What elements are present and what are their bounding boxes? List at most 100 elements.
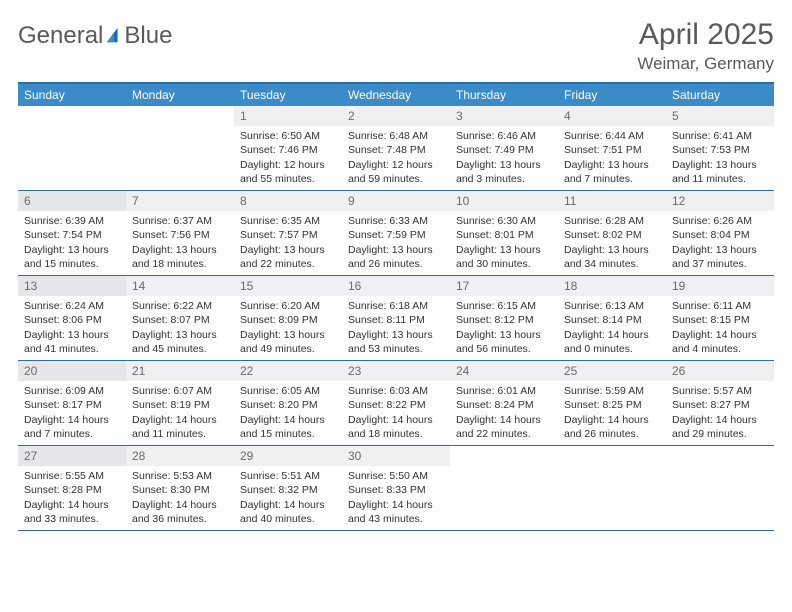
day-number: 29 [234, 446, 342, 466]
calendar-cell: 12Sunrise: 6:26 AMSunset: 8:04 PMDayligh… [666, 191, 774, 275]
cell-body: Sunrise: 6:26 AMSunset: 8:04 PMDaylight:… [666, 211, 774, 275]
day-header-fri: Friday [558, 84, 666, 106]
cell-body: Sunrise: 5:59 AMSunset: 8:25 PMDaylight:… [558, 381, 666, 445]
daylight-line: Daylight: 13 hours and 11 minutes. [672, 158, 768, 186]
cell-body: Sunrise: 6:48 AMSunset: 7:48 PMDaylight:… [342, 126, 450, 190]
day-number: 24 [450, 361, 558, 381]
cell-body: Sunrise: 6:22 AMSunset: 8:07 PMDaylight:… [126, 296, 234, 360]
cell-body: Sunrise: 5:51 AMSunset: 8:32 PMDaylight:… [234, 466, 342, 530]
day-number: 28 [126, 446, 234, 466]
cell-body: Sunrise: 6:13 AMSunset: 8:14 PMDaylight:… [558, 296, 666, 360]
daylight-line: Daylight: 14 hours and 26 minutes. [564, 413, 660, 441]
day-header-sun: Sunday [18, 84, 126, 106]
sunrise-line: Sunrise: 6:24 AM [24, 299, 120, 313]
day-number: 25 [558, 361, 666, 381]
calendar-cell [666, 446, 774, 530]
calendar-cell: 17Sunrise: 6:15 AMSunset: 8:12 PMDayligh… [450, 276, 558, 360]
day-number: 4 [558, 106, 666, 126]
calendar-cell [126, 106, 234, 190]
cell-body: Sunrise: 6:28 AMSunset: 8:02 PMDaylight:… [558, 211, 666, 275]
sunset-line: Sunset: 8:20 PM [240, 398, 336, 412]
sunrise-line: Sunrise: 6:01 AM [456, 384, 552, 398]
sunrise-line: Sunrise: 6:03 AM [348, 384, 444, 398]
sunrise-line: Sunrise: 6:50 AM [240, 129, 336, 143]
calendar-cell: 8Sunrise: 6:35 AMSunset: 7:57 PMDaylight… [234, 191, 342, 275]
daylight-line: Daylight: 14 hours and 0 minutes. [564, 328, 660, 356]
sunrise-line: Sunrise: 5:57 AM [672, 384, 768, 398]
daylight-line: Daylight: 14 hours and 18 minutes. [348, 413, 444, 441]
day-number: 9 [342, 191, 450, 211]
daylight-line: Daylight: 13 hours and 45 minutes. [132, 328, 228, 356]
day-number: 17 [450, 276, 558, 296]
calendar-cell: 26 Sunrise: 5:57 AMSunset: 8:27 PMDayligh… [666, 361, 774, 445]
daylight-line: Daylight: 12 hours and 55 minutes. [240, 158, 336, 186]
day-header-mon: Monday [126, 84, 234, 106]
calendar-cell [558, 446, 666, 530]
sunset-line: Sunset: 8:14 PM [564, 313, 660, 327]
sunset-line: Sunset: 8:27 PM [672, 398, 768, 412]
sunrise-line: Sunrise: 6:05 AM [240, 384, 336, 398]
day-number: 16 [342, 276, 450, 296]
calendar-cell: 1Sunrise: 6:50 AMSunset: 7:46 PMDaylight… [234, 106, 342, 190]
sunrise-line: Sunrise: 5:55 AM [24, 469, 120, 483]
sunrise-line: Sunrise: 6:35 AM [240, 214, 336, 228]
sunset-line: Sunset: 8:11 PM [348, 313, 444, 327]
daylight-line: Daylight: 14 hours and 29 minutes. [672, 413, 768, 441]
daylight-line: Daylight: 12 hours and 59 minutes. [348, 158, 444, 186]
day-header-sat: Saturday [666, 84, 774, 106]
calendar-cell: 15Sunrise: 6:20 AMSunset: 8:09 PMDayligh… [234, 276, 342, 360]
sunrise-line: Sunrise: 6:11 AM [672, 299, 768, 313]
sunset-line: Sunset: 8:07 PM [132, 313, 228, 327]
day-number: 10 [450, 191, 558, 211]
sunset-line: Sunset: 8:09 PM [240, 313, 336, 327]
daylight-line: Daylight: 13 hours and 49 minutes. [240, 328, 336, 356]
day-number: 26 [666, 361, 774, 381]
calendar-cell: 25Sunrise: 5:59 AMSunset: 8:25 PMDayligh… [558, 361, 666, 445]
day-number: 11 [558, 191, 666, 211]
daylight-line: Daylight: 13 hours and 22 minutes. [240, 243, 336, 271]
cell-body: Sunrise: 6:07 AMSunset: 8:19 PMDaylight:… [126, 381, 234, 445]
title-block: April 2025 Weimar, Germany [637, 18, 774, 74]
sunset-line: Sunset: 8:02 PM [564, 228, 660, 242]
daylight-line: Daylight: 14 hours and 22 minutes. [456, 413, 552, 441]
sunrise-line: Sunrise: 6:13 AM [564, 299, 660, 313]
calendar: Sunday Monday Tuesday Wednesday Thursday… [18, 82, 774, 531]
calendar-cell: 18Sunrise: 6:13 AMSunset: 8:14 PMDayligh… [558, 276, 666, 360]
calendar-cell: 30Sunrise: 5:50 AMSunset: 8:33 PMDayligh… [342, 446, 450, 530]
calendar-cell: 23Sunrise: 6:03 AMSunset: 8:22 PMDayligh… [342, 361, 450, 445]
daylight-line: Daylight: 14 hours and 11 minutes. [132, 413, 228, 441]
day-number: 21 [126, 361, 234, 381]
daylight-line: Daylight: 13 hours and 15 minutes. [24, 243, 120, 271]
sunrise-line: Sunrise: 6:18 AM [348, 299, 444, 313]
day-number: 23 [342, 361, 450, 381]
cell-body: Sunrise: 5:50 AMSunset: 8:33 PMDaylight:… [342, 466, 450, 530]
day-number: 18 [558, 276, 666, 296]
sunrise-line: Sunrise: 6:48 AM [348, 129, 444, 143]
cell-body: Sunrise: 6:46 AMSunset: 7:49 PMDaylight:… [450, 126, 558, 190]
day-header-wed: Wednesday [342, 84, 450, 106]
calendar-cell: 9Sunrise: 6:33 AMSunset: 7:59 PMDaylight… [342, 191, 450, 275]
calendar-cell: 16Sunrise: 6:18 AMSunset: 8:11 PMDayligh… [342, 276, 450, 360]
sunset-line: Sunset: 8:12 PM [456, 313, 552, 327]
sunset-line: Sunset: 7:56 PM [132, 228, 228, 242]
sunset-line: Sunset: 7:49 PM [456, 143, 552, 157]
weeks-container: 1Sunrise: 6:50 AMSunset: 7:46 PMDaylight… [18, 106, 774, 531]
week-row: 1Sunrise: 6:50 AMSunset: 7:46 PMDaylight… [18, 106, 774, 191]
daylight-line: Daylight: 13 hours and 18 minutes. [132, 243, 228, 271]
sunrise-line: Sunrise: 6:44 AM [564, 129, 660, 143]
calendar-cell: 11Sunrise: 6:28 AMSunset: 8:02 PMDayligh… [558, 191, 666, 275]
cell-body: Sunrise: 6:01 AMSunset: 8:24 PMDaylight:… [450, 381, 558, 445]
week-row: 20Sunrise: 6:09 AMSunset: 8:17 PMDayligh… [18, 361, 774, 446]
daylight-line: Daylight: 14 hours and 43 minutes. [348, 498, 444, 526]
day-number: 19 [666, 276, 774, 296]
day-number: 6 [18, 191, 126, 211]
sunrise-line: Sunrise: 5:51 AM [240, 469, 336, 483]
day-number: 20 [18, 361, 126, 381]
cell-body: Sunrise: 5:53 AMSunset: 8:30 PMDaylight:… [126, 466, 234, 530]
sunrise-line: Sunrise: 6:41 AM [672, 129, 768, 143]
header: General Blue April 2025 Weimar, Germany [18, 18, 774, 74]
cell-body: Sunrise: 6:50 AMSunset: 7:46 PMDaylight:… [234, 126, 342, 190]
calendar-cell: 29Sunrise: 5:51 AMSunset: 8:32 PMDayligh… [234, 446, 342, 530]
daylight-line: Daylight: 14 hours and 33 minutes. [24, 498, 120, 526]
sunset-line: Sunset: 7:53 PM [672, 143, 768, 157]
